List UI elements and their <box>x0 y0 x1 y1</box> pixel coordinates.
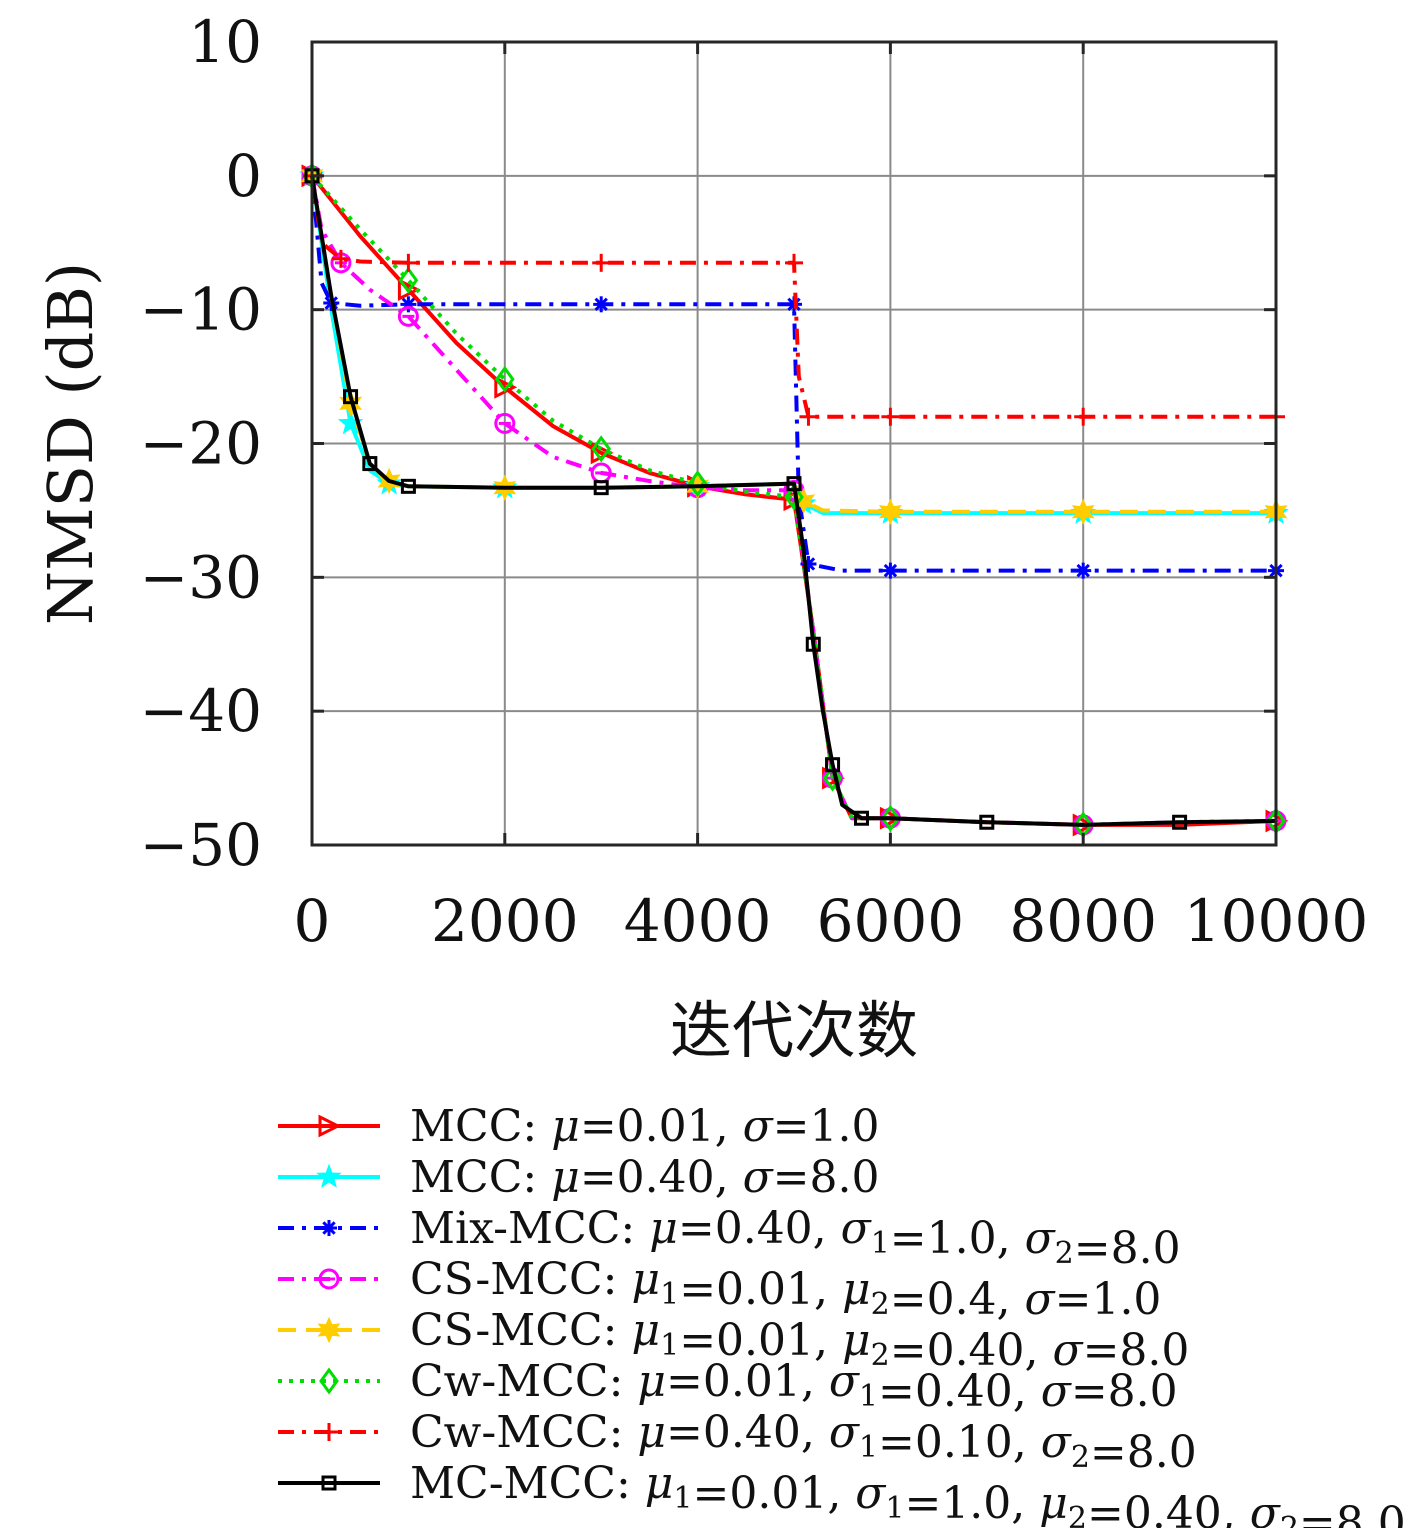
data-point <box>331 249 350 268</box>
x-tick-label: 6000 <box>817 887 965 955</box>
x-tick-label: 10000 <box>1184 887 1369 955</box>
x-tick-label: 4000 <box>624 887 772 955</box>
legend-marker <box>318 1114 342 1138</box>
data-point <box>1074 407 1093 426</box>
legend-entry: MCC: μ=0.40, σ=8.0 <box>278 1152 880 1203</box>
data-point <box>1172 814 1188 830</box>
legend-label: MCC: μ=0.01, σ=1.0 <box>410 1101 880 1152</box>
legend-label: CS-MCC: μ1=0.01, μ2=0.4, σ=1.0 <box>410 1254 1161 1325</box>
y-tick-label: 10 <box>188 8 262 76</box>
x-tick-label: 2000 <box>431 887 579 955</box>
data-point <box>785 253 803 272</box>
legend-entry: MC-MCC: μ1=0.01, σ1=1.0, μ2=0.40, σ2=8.0 <box>278 1458 1406 1528</box>
axis-ticks: 0 2000 4000 6000 8000 10000 10 0 −10 −20 −30 −40 −50 <box>140 8 1369 955</box>
data-point <box>880 804 901 832</box>
data-point <box>881 407 900 426</box>
legend-label: MC-MCC: μ1=0.01, σ1=1.0, μ2=0.40, σ2=8.0 <box>410 1458 1406 1528</box>
series-layer <box>299 162 1289 839</box>
x-tick-label: 8000 <box>1009 887 1157 955</box>
data-point <box>343 389 359 405</box>
data-point <box>786 476 802 492</box>
legend-entry: CS-MCC: μ1=0.01, μ2=0.40, σ=8.0 <box>278 1305 1189 1376</box>
legend-marker <box>319 1367 339 1395</box>
data-point <box>878 498 902 526</box>
series-line <box>310 174 1277 827</box>
series-7 <box>303 166 1285 426</box>
series-5 <box>300 162 1288 526</box>
legend-entry: Cw-MCC: μ=0.40, σ1=0.10, σ2=8.0 <box>278 1407 1197 1478</box>
series-line <box>310 175 1276 419</box>
data-point <box>853 810 869 826</box>
data-point <box>792 487 816 515</box>
data-point <box>398 266 419 294</box>
legend-entry: Cw-MCC: μ=0.01, σ1=0.40, σ=8.0 <box>278 1356 1178 1417</box>
data-point <box>591 435 612 463</box>
y-axis-label: NMSD (dB) <box>34 262 107 625</box>
legend-marker <box>316 1163 342 1188</box>
y-tick-label: −40 <box>140 677 262 745</box>
data-point <box>1075 562 1092 579</box>
legend-marker <box>320 1423 338 1441</box>
data-point <box>494 365 515 393</box>
legend-marker <box>318 1268 340 1290</box>
legend-entry: MCC: μ=0.01, σ=1.0 <box>278 1101 880 1152</box>
data-point <box>784 483 804 511</box>
data-point <box>799 407 818 426</box>
data-point <box>822 764 843 792</box>
legend-label: CS-MCC: μ1=0.01, μ2=0.40, σ=8.0 <box>410 1305 1189 1376</box>
data-point <box>825 757 841 773</box>
data-point <box>399 253 418 272</box>
data-point <box>397 305 419 327</box>
grid-lines <box>311 41 1277 846</box>
data-point <box>592 253 611 272</box>
y-tick-label: −50 <box>140 811 262 879</box>
data-point <box>979 814 995 830</box>
series-line <box>310 175 1277 827</box>
legend-label: Mix-MCC: μ=0.40, σ1=1.0, σ2=8.0 <box>410 1203 1181 1274</box>
data-point <box>397 278 421 302</box>
data-point <box>494 412 516 434</box>
data-point <box>593 480 609 496</box>
y-tick-label: −30 <box>140 543 262 611</box>
y-tick-label: −10 <box>140 276 262 344</box>
x-tick-label: 0 <box>294 887 331 955</box>
legend-marker <box>321 1220 337 1236</box>
series-2 <box>299 162 1289 524</box>
legend-marker <box>317 1316 341 1344</box>
legend-label: Cw-MCC: μ=0.40, σ1=0.10, σ2=8.0 <box>410 1407 1197 1478</box>
data-point <box>882 562 899 579</box>
series-3 <box>304 167 1284 579</box>
data-point <box>687 470 708 498</box>
data-point <box>805 636 821 652</box>
x-axis-label: 迭代次数 <box>670 994 918 1067</box>
y-tick-label: −20 <box>140 410 262 478</box>
legend-label: Cw-MCC: μ=0.01, σ1=0.40, σ=8.0 <box>410 1356 1178 1417</box>
data-point <box>400 478 416 494</box>
legend-label: MCC: μ=0.40, σ=8.0 <box>410 1152 880 1203</box>
legend-marker <box>321 1475 337 1491</box>
data-point <box>362 456 378 472</box>
legend-entry: Mix-MCC: μ=0.40, σ1=1.0, σ2=8.0 <box>278 1203 1181 1274</box>
data-point <box>1071 498 1095 526</box>
legend-entry: CS-MCC: μ1=0.01, μ2=0.4, σ=1.0 <box>278 1254 1161 1325</box>
series-line <box>310 175 1276 573</box>
y-tick-label: 0 <box>225 142 262 210</box>
data-point <box>593 296 610 313</box>
